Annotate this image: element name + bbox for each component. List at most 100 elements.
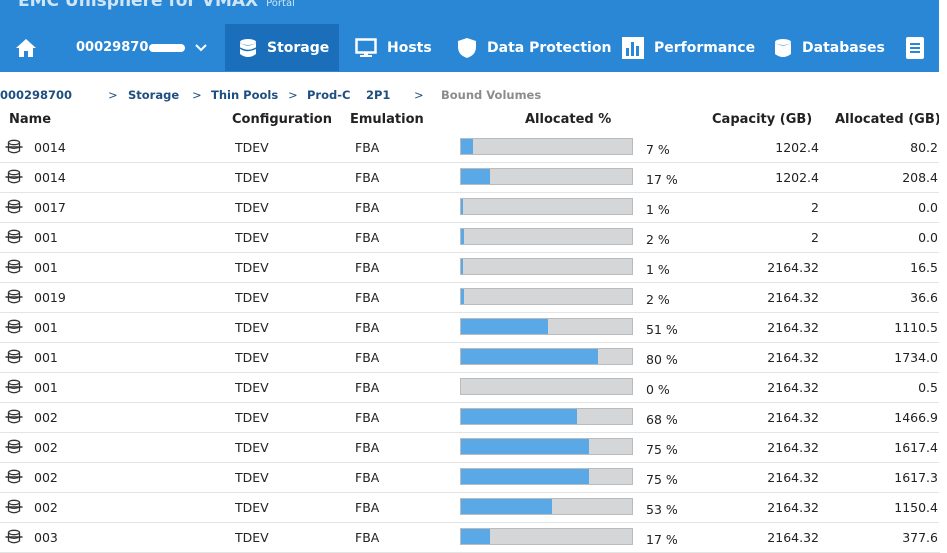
column-header-allocated-pct[interactable]: Allocated % — [525, 112, 612, 127]
volume-name[interactable]: 0017 — [34, 200, 66, 215]
allocated-gb: 0.0 — [918, 230, 938, 245]
breadcrumb-separator: > — [108, 88, 118, 102]
allocated-progress-bar — [460, 528, 633, 545]
breadcrumb-storage[interactable]: Storage — [128, 88, 180, 102]
allocated-progress-bar — [460, 288, 633, 305]
table-row[interactable]: 0014 TDEV FBA 7 % 1202.4 80.2 — [0, 133, 940, 163]
nav-hosts[interactable]: Hosts — [355, 24, 445, 71]
home-button[interactable] — [0, 24, 52, 71]
column-header-capacity[interactable]: Capacity (GB) — [712, 112, 813, 127]
breadcrumb-separator: > — [414, 88, 424, 102]
volume-configuration: TDEV — [235, 290, 269, 305]
allocated-progress-fill — [461, 409, 578, 424]
volume-emulation: FBA — [355, 530, 380, 545]
allocated-gb: 1617.3 — [894, 470, 938, 485]
nav-storage-label: Storage — [267, 39, 330, 56]
volume-icon — [5, 409, 23, 425]
capacity-gb: 1202.4 — [775, 170, 819, 185]
volume-name[interactable]: 0014 — [34, 140, 66, 155]
nav-storage[interactable]: Storage — [225, 24, 339, 71]
capacity-gb: 2 — [811, 200, 819, 215]
volume-name[interactable]: 002 — [34, 470, 58, 485]
capacity-gb: 2164.32 — [767, 470, 819, 485]
nav-data-protection[interactable]: Data Protection — [457, 24, 611, 71]
allocated-gb: 36.6 — [910, 290, 938, 305]
table-row[interactable]: 002 TDEV FBA 53 % 2164.32 1150.4 — [0, 493, 940, 523]
capacity-gb: 2164.32 — [767, 530, 819, 545]
capacity-gb: 2164.32 — [767, 410, 819, 425]
column-header-allocated[interactable]: Allocated (GB) — [835, 112, 941, 127]
allocated-progress-bar — [460, 408, 633, 425]
database-icon — [774, 38, 792, 58]
volume-emulation: FBA — [355, 380, 380, 395]
breadcrumb-separator: > — [288, 88, 298, 102]
volume-emulation: FBA — [355, 320, 380, 335]
volume-name[interactable]: 001 — [34, 260, 58, 275]
allocated-progress-fill — [461, 139, 473, 154]
allocated-progress-bar — [460, 168, 633, 185]
table-row[interactable]: 001 TDEV FBA 2 % 2 0.0 — [0, 223, 940, 253]
volume-name[interactable]: 001 — [34, 350, 58, 365]
volume-configuration: TDEV — [235, 260, 269, 275]
volume-configuration: TDEV — [235, 530, 269, 545]
table-row[interactable]: 001 TDEV FBA 51 % 2164.32 1110.5 — [0, 313, 940, 343]
column-header-emulation[interactable]: Emulation — [350, 112, 424, 127]
volume-name[interactable]: 002 — [34, 440, 58, 455]
allocated-progress-bar — [460, 378, 633, 395]
column-header-configuration[interactable]: Configuration — [232, 112, 332, 127]
allocated-progress-bar — [460, 438, 633, 455]
allocated-gb: 80.2 — [910, 140, 938, 155]
capacity-gb: 2164.32 — [767, 500, 819, 515]
breadcrumb-pool[interactable]: Prod-C 2P1 — [307, 88, 391, 102]
volume-name[interactable]: 001 — [34, 380, 58, 395]
allocated-gb: 377.6 — [902, 530, 938, 545]
volume-name[interactable]: 002 — [34, 500, 58, 515]
allocated-percent: 7 % — [646, 142, 670, 157]
table-row[interactable]: 0019 TDEV FBA 2 % 2164.32 36.6 — [0, 283, 940, 313]
capacity-gb: 2 — [811, 230, 819, 245]
allocated-progress-fill — [461, 169, 491, 184]
breadcrumb-thin-pools[interactable]: Thin Pools — [211, 88, 279, 102]
table-row[interactable]: 0017 TDEV FBA 1 % 2 0.0 — [0, 193, 940, 223]
allocated-percent: 2 % — [646, 292, 670, 307]
redaction-mark — [149, 43, 186, 52]
allocated-gb: 1617.4 — [894, 440, 938, 455]
table-row[interactable]: 003 TDEV FBA 17 % 2164.32 377.6 — [0, 523, 940, 553]
table-row[interactable]: 002 TDEV FBA 75 % 2164.32 1617.3 — [0, 463, 940, 493]
breadcrumb-current: Bound Volumes — [441, 88, 542, 102]
nav-databases[interactable]: Databases — [774, 24, 894, 71]
allocated-percent: 17 % — [646, 532, 678, 547]
monitor-icon — [355, 37, 377, 58]
volume-name[interactable]: 003 — [34, 530, 58, 545]
table-row[interactable]: 0014 TDEV FBA 17 % 1202.4 208.4 — [0, 163, 940, 193]
table-row[interactable]: 001 TDEV FBA 0 % 2164.32 0.5 — [0, 373, 940, 403]
allocated-progress-fill — [461, 499, 552, 514]
allocated-progress-fill — [461, 289, 465, 304]
table-row[interactable]: 002 TDEV FBA 75 % 2164.32 1617.4 — [0, 433, 940, 463]
nav-hosts-label: Hosts — [387, 39, 432, 56]
volume-name[interactable]: 002 — [34, 410, 58, 425]
volume-configuration: TDEV — [235, 500, 269, 515]
breadcrumb-array[interactable]: 000298700 — [0, 88, 73, 102]
volume-name[interactable]: 001 — [34, 230, 58, 245]
nav-performance[interactable]: Performance — [622, 24, 755, 71]
table-row[interactable]: 001 TDEV FBA 1 % 2164.32 16.5 — [0, 253, 940, 283]
volume-icon — [5, 139, 23, 155]
allocated-progress-bar — [460, 318, 633, 335]
document-list-icon — [906, 36, 924, 59]
table-row[interactable]: 002 TDEV FBA 68 % 2164.32 1466.9 — [0, 403, 940, 433]
volume-name[interactable]: 0014 — [34, 170, 66, 185]
array-selector[interactable]: 00029870 — [60, 24, 220, 71]
volume-configuration: TDEV — [235, 440, 269, 455]
volume-name[interactable]: 0019 — [34, 290, 66, 305]
volume-configuration: TDEV — [235, 350, 269, 365]
column-header-name[interactable]: Name — [9, 112, 52, 127]
allocated-progress-fill — [461, 529, 491, 544]
app-title-text: EMC Unisphere for VMAX — [18, 0, 259, 11]
volume-name[interactable]: 001 — [34, 320, 58, 335]
table-row[interactable]: 001 TDEV FBA 80 % 2164.32 1734.0 — [0, 343, 940, 373]
capacity-gb: 1202.4 — [775, 140, 819, 155]
allocated-percent: 1 % — [646, 262, 670, 277]
more-menu-button[interactable] — [906, 24, 934, 71]
allocated-gb: 16.5 — [910, 260, 938, 275]
